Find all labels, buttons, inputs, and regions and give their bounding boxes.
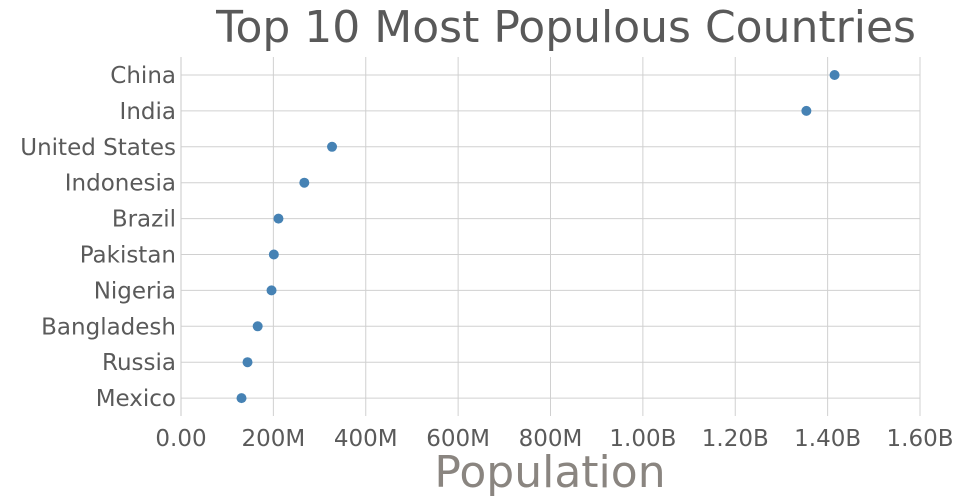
data-point [327,141,338,152]
category-label: China [110,63,176,89]
x-tick-label: 1.40B [794,426,861,452]
grid [180,57,921,416]
x-tick-label: 200M [242,426,306,452]
x-tick-label: 400M [334,426,398,452]
chart-title: Top 10 Most Populous Countries [215,2,916,53]
x-tick-label: 1.00B [609,426,676,452]
category-label: Russia [102,350,176,376]
x-tick-label: 1.60B [887,426,954,452]
category-label: Nigeria [94,278,176,304]
data-point [252,321,263,332]
data-point [801,105,812,116]
x-tick-label: 0.00 [155,426,206,452]
category-label: Indonesia [65,171,176,197]
x-tick-label: 1.20B [702,426,769,452]
data-points [236,70,840,404]
category-label: United States [20,135,176,161]
data-point [273,213,284,224]
x-tick-labels: 0.00 200M 400M 600M 800M 1.00B 1.20B 1.40B 1.60B [155,426,953,452]
data-point [299,177,310,188]
category-label: Brazil [112,207,176,233]
category-label: Bangladesh [41,314,176,340]
category-label: Mexico [96,386,176,412]
data-point [829,70,840,80]
x-tick-label: 600M [426,426,490,452]
data-point [242,357,253,368]
data-point [266,285,277,296]
data-point [236,393,247,404]
x-tick-label: 800M [519,426,583,452]
data-point [268,249,279,260]
y-category-labels: China India United States Indonesia Brazil Pa… [20,63,176,412]
x-axis-label: Population [434,447,665,498]
category-label: India [120,99,176,125]
category-label: Pakistan [80,243,176,269]
